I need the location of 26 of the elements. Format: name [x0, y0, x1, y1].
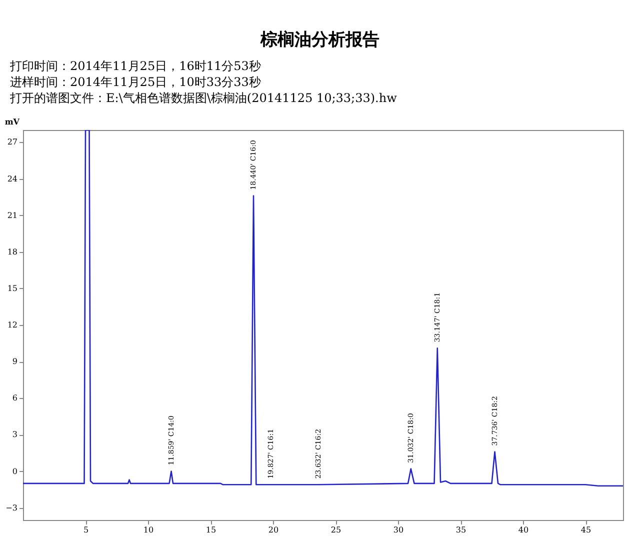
- chart-title: 棕榈油分析报告: [259, 29, 380, 52]
- x-tick-label: 30: [393, 526, 404, 534]
- y-tick-label: 15: [7, 284, 18, 293]
- y-tick-label: 9: [12, 357, 18, 366]
- y-axis-title: mV: [4, 116, 20, 126]
- x-tick-label: 20: [268, 526, 279, 534]
- x-tick-label: 35: [456, 526, 466, 534]
- y-tick-label: 27: [7, 138, 18, 147]
- text: 打印时间：2014年11月25日，16时11分53秒: [10, 58, 262, 74]
- x-tick-label: 45: [580, 526, 592, 534]
- x-tick-label: 15: [206, 526, 216, 534]
- y-tick-label: 18: [7, 247, 18, 256]
- y-tick-label: 3: [12, 430, 18, 440]
- y-tick-label: 24: [7, 174, 18, 184]
- y-tick-label: 12: [7, 320, 18, 330]
- y-tick-label: 6: [12, 394, 18, 403]
- line-series: [23, 130, 623, 487]
- y-tick-label: 21: [7, 210, 18, 220]
- x-tick-label: 40: [518, 526, 529, 534]
- y-tick-label: 0: [12, 466, 18, 476]
- x-tick-label: 25: [330, 526, 342, 534]
- x-tick-label: 5: [83, 526, 89, 534]
- x-tick-label: 10: [143, 526, 154, 534]
- y-tick-label: −3: [6, 503, 18, 512]
- text: 进样时间：2014年11月25日，10时33分33秒: [10, 74, 262, 90]
- text: 打开的谱图文件：E:\气相色谱数据图\棕榈油(20141125 10;33;33).hw: [10, 90, 398, 106]
